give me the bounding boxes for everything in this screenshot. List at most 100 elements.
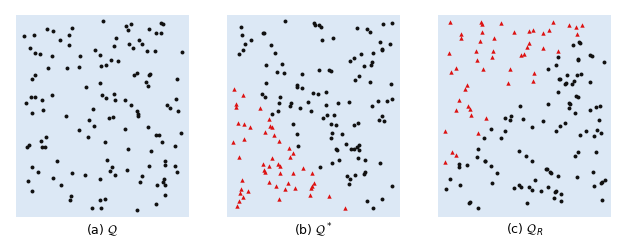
Point — [273, 162, 284, 166]
Point — [456, 36, 466, 40]
Point — [22, 145, 32, 149]
Point — [553, 174, 563, 178]
Point — [548, 20, 558, 24]
Point — [258, 162, 268, 166]
Point — [307, 183, 317, 187]
Point — [245, 125, 255, 130]
Point — [314, 23, 324, 27]
Point — [563, 106, 573, 110]
Point — [239, 122, 249, 126]
Point — [597, 180, 607, 184]
Point — [471, 49, 481, 53]
Point — [172, 77, 182, 81]
Point — [238, 93, 248, 97]
Point — [331, 123, 341, 128]
Point — [289, 122, 299, 126]
X-axis label: (b) $\mathcal{Q}^*$: (b) $\mathcal{Q}^*$ — [294, 222, 333, 240]
Point — [37, 145, 47, 149]
Point — [476, 20, 486, 24]
Point — [141, 80, 151, 84]
Point — [108, 115, 118, 119]
Point — [573, 150, 583, 154]
Point — [324, 194, 334, 198]
Point — [134, 38, 145, 42]
Point — [344, 100, 354, 104]
X-axis label: (c) $\mathcal{Q}_R$: (c) $\mathcal{Q}_R$ — [506, 222, 543, 238]
Point — [518, 117, 528, 121]
Point — [440, 160, 450, 164]
Point — [152, 183, 163, 187]
Point — [362, 27, 372, 31]
Point — [305, 193, 315, 197]
Point — [572, 32, 582, 36]
Point — [564, 23, 574, 27]
Point — [276, 62, 287, 66]
Point — [326, 69, 336, 73]
Point — [472, 155, 482, 159]
Point — [35, 51, 45, 55]
Point — [375, 40, 385, 44]
Point — [538, 46, 548, 50]
Point — [514, 148, 524, 152]
Point — [358, 64, 369, 68]
Point — [129, 73, 139, 77]
Point — [515, 104, 525, 108]
Point — [145, 149, 156, 153]
Point — [111, 36, 121, 40]
Point — [259, 168, 269, 172]
Point — [154, 133, 164, 137]
Point — [40, 145, 50, 149]
Point — [228, 87, 239, 91]
Point — [342, 174, 353, 178]
Point — [505, 67, 515, 71]
Point — [524, 41, 534, 45]
Point — [24, 143, 35, 147]
Point — [316, 25, 326, 29]
Point — [137, 174, 147, 178]
Point — [481, 116, 492, 120]
Point — [49, 29, 59, 33]
Point — [362, 199, 372, 203]
Point — [368, 206, 378, 210]
Point — [234, 52, 244, 56]
Point — [271, 184, 281, 188]
Point — [285, 101, 296, 105]
Point — [528, 27, 538, 32]
Point — [95, 53, 105, 57]
Point — [454, 162, 464, 166]
Point — [267, 125, 277, 129]
Point — [259, 31, 269, 35]
Point — [288, 151, 298, 155]
Point — [486, 127, 496, 131]
Point — [575, 41, 586, 45]
Point — [527, 188, 538, 192]
Point — [236, 33, 246, 37]
Point — [514, 183, 524, 187]
Point — [265, 124, 275, 128]
Point — [110, 173, 120, 177]
Point — [63, 43, 74, 47]
Point — [95, 81, 105, 85]
Point — [64, 33, 74, 37]
Point — [365, 30, 375, 34]
Point — [441, 187, 451, 191]
Point — [273, 139, 284, 143]
Point — [451, 66, 461, 70]
Point — [462, 83, 472, 87]
Point — [150, 49, 160, 53]
Point — [95, 177, 105, 181]
Point — [550, 189, 561, 193]
Point — [143, 84, 154, 88]
Point — [538, 119, 548, 123]
Point — [104, 169, 115, 173]
Point — [306, 186, 316, 190]
Point — [373, 99, 383, 103]
Point — [162, 103, 172, 107]
Point — [151, 133, 161, 137]
Point — [74, 128, 84, 132]
Point — [151, 202, 161, 206]
Point — [478, 67, 488, 71]
Point — [572, 175, 582, 179]
Point — [527, 125, 537, 129]
Point — [89, 124, 99, 128]
